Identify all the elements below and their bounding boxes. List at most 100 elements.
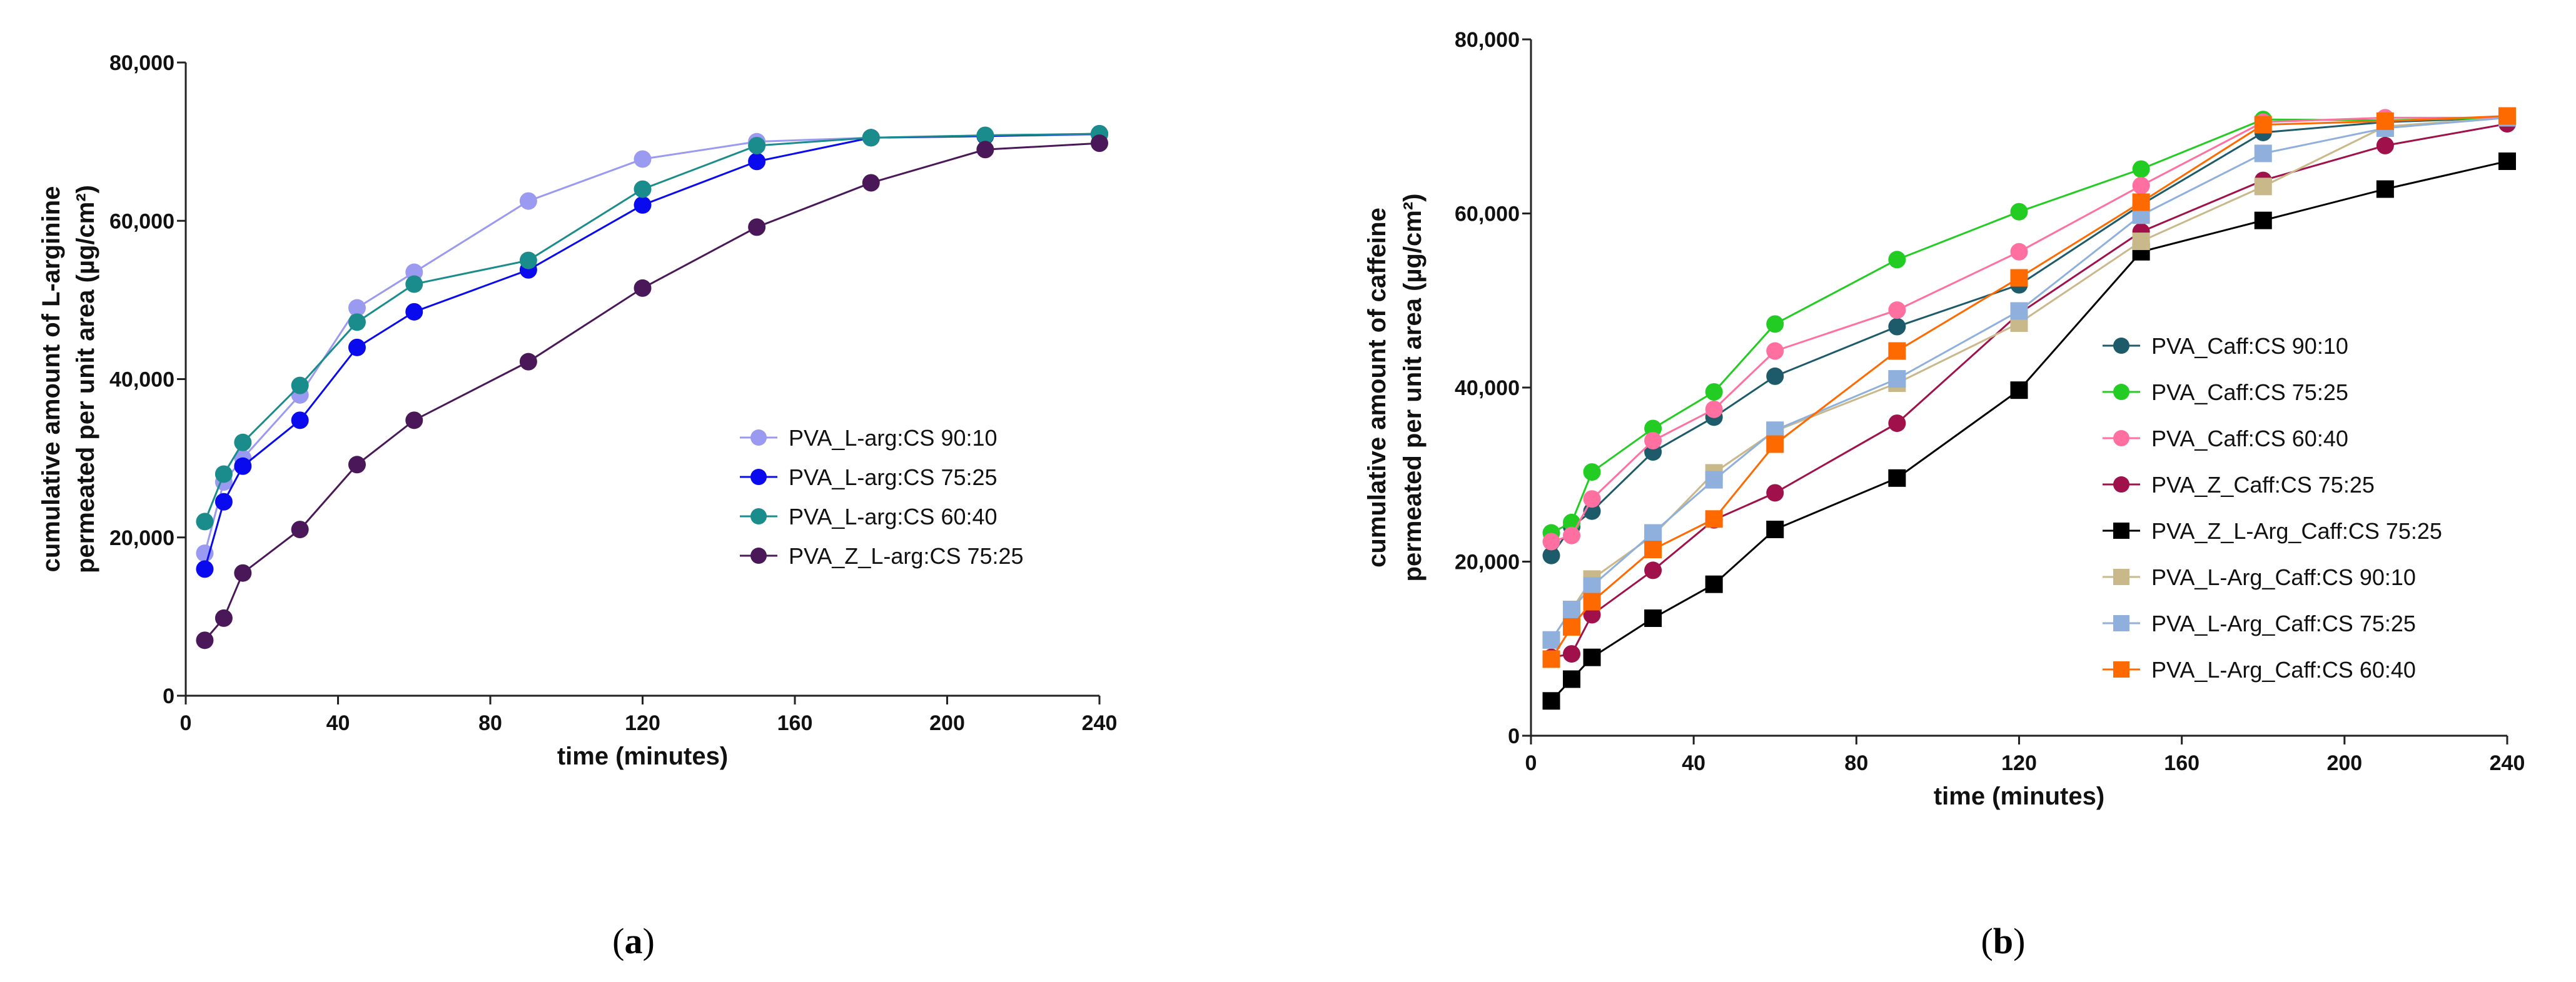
data-point: [1705, 383, 1723, 401]
legend-label: PVA_Caff:CS 60:40: [2151, 426, 2348, 451]
legend-item: PVA_Z_L-arg:CS 75:25: [740, 543, 1024, 569]
legend-item: PVA_L-arg:CS 75:25: [740, 464, 998, 490]
y-axis-label-line1: cumulative amount of caffeine: [1363, 208, 1391, 568]
series-0: [196, 126, 1108, 563]
y-axis-label-line1: cumulative amount of L-arginine: [38, 186, 65, 573]
data-point: [1888, 342, 1906, 360]
series-line: [204, 133, 1100, 522]
data-point: [1705, 400, 1723, 418]
data-point: [1766, 435, 1784, 453]
data-point: [291, 376, 309, 394]
panel-letter: a: [625, 921, 643, 961]
paren: ): [2013, 921, 2025, 961]
x-tick-label: 80: [478, 711, 502, 735]
data-point: [2254, 144, 2272, 163]
x-tick-label: 80: [1844, 751, 1868, 775]
y-axis-label-line2: permeated per unit area (µg/cm²): [1399, 194, 1427, 582]
data-point: [405, 275, 423, 293]
data-point: [2010, 243, 2028, 261]
data-point: [2010, 381, 2028, 399]
data-point: [1583, 593, 1601, 611]
data-point: [976, 141, 994, 159]
data-point: [1888, 414, 1906, 433]
data-point: [1888, 370, 1906, 388]
x-tick-label: 200: [2326, 751, 2362, 775]
series-7: [1542, 107, 2516, 668]
data-point: [2376, 180, 2394, 198]
legend-label: PVA_Caff:CS 90:10: [2151, 333, 2348, 359]
data-point: [1563, 645, 1581, 663]
data-point: [748, 218, 766, 236]
data-point: [1563, 670, 1581, 688]
data-point: [519, 251, 537, 269]
x-tick-label: 240: [2490, 751, 2525, 775]
data-point: [1705, 510, 1723, 528]
data-point: [2113, 615, 2129, 631]
paren: ): [643, 921, 655, 961]
chart-a: 0 40 80 120 160 200 240 0 20,000 40,000 60,000 80,0…: [38, 51, 1117, 961]
y-tick-label: 20,000: [1455, 551, 1520, 574]
y-tick-label: 80,000: [109, 51, 174, 75]
data-point: [2498, 152, 2516, 170]
data-point: [2113, 338, 2129, 354]
data-point: [348, 313, 366, 331]
x-tick-label: 160: [2164, 751, 2200, 775]
data-point: [634, 180, 652, 198]
legend-label: PVA_Z_L-arg:CS 75:25: [789, 543, 1024, 569]
y-tick-label: 0: [1508, 724, 1520, 748]
data-point: [1644, 419, 1662, 438]
data-point: [1563, 526, 1581, 544]
x-tick-label: 40: [1682, 751, 1705, 775]
data-point: [2132, 233, 2150, 251]
y-tick-label: 0: [163, 684, 174, 708]
data-point: [1542, 650, 1560, 668]
y-tick-label: 80,000: [1455, 28, 1520, 52]
y-axis-label-line2: permeated per unit area (µg/cm²): [72, 185, 99, 573]
data-point: [1542, 546, 1560, 564]
data-point: [291, 411, 309, 429]
data-point: [1583, 648, 1601, 666]
y-tick-label: 40,000: [1455, 376, 1520, 400]
data-point: [2113, 384, 2129, 400]
data-point: [2254, 116, 2272, 134]
y-tick-label: 60,000: [1455, 203, 1520, 226]
legend-item: PVA_L-Arg_Caff:CS 75:25: [2103, 611, 2416, 636]
x-tick-label: 0: [180, 711, 192, 735]
data-point: [1542, 692, 1560, 710]
y-tick-label: 20,000: [109, 526, 174, 550]
data-point: [2498, 107, 2516, 125]
x-tick-label: 0: [1525, 751, 1537, 775]
x-tick-label: 120: [625, 711, 660, 735]
x-tick-label: 160: [777, 711, 813, 735]
data-point: [750, 469, 767, 485]
paren: (: [612, 921, 624, 961]
legend-item: PVA_Z_Caff:CS 75:25: [2103, 472, 2375, 498]
data-point: [634, 150, 652, 168]
data-point: [2113, 569, 2129, 585]
data-point: [2010, 269, 2028, 287]
panel-label: (a): [612, 921, 655, 961]
data-point: [1888, 301, 1906, 319]
data-point: [1705, 575, 1723, 593]
data-point: [1644, 431, 1662, 449]
legend-item: PVA_Caff:CS 75:25: [2103, 379, 2348, 405]
data-point: [215, 609, 233, 627]
data-point: [1091, 134, 1108, 153]
y-tick-label: 60,000: [109, 209, 174, 233]
data-point: [1888, 251, 1906, 269]
x-axis-label: time (minutes): [557, 743, 728, 770]
x-tick-label: 40: [326, 711, 350, 735]
data-point: [2254, 211, 2272, 229]
data-point: [234, 457, 252, 475]
data-point: [1766, 484, 1784, 502]
data-point: [862, 129, 880, 147]
x-tick-label: 120: [2001, 751, 2037, 775]
data-point: [750, 508, 767, 524]
data-point: [634, 279, 652, 297]
data-point: [634, 196, 652, 214]
data-point: [215, 465, 233, 483]
data-point: [1583, 463, 1601, 481]
legend-label: PVA_Caff:CS 75:25: [2151, 379, 2348, 405]
data-point: [748, 153, 766, 171]
data-point: [2132, 160, 2150, 178]
